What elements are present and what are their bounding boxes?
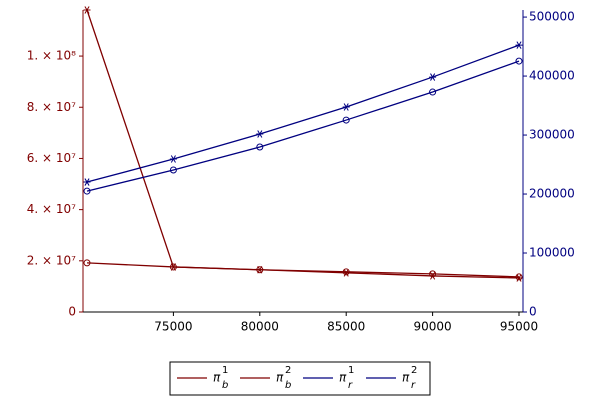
y-tick-label: 0: [68, 305, 76, 319]
point-marker: [515, 57, 523, 65]
point-marker: [429, 88, 437, 96]
point-marker: [83, 178, 91, 186]
legend-label: π: [339, 371, 347, 385]
point-marker: [169, 155, 177, 163]
legend-superscript: 1: [348, 365, 354, 376]
legend-superscript: 1: [222, 365, 228, 376]
point-marker: [83, 6, 91, 14]
point-marker: [256, 130, 264, 138]
series-line: [86, 262, 520, 278]
x-tick-label: 90000: [414, 320, 452, 334]
x-tick-label: 95000: [500, 320, 538, 334]
point-marker: [342, 269, 350, 277]
legend-subscript: b: [222, 380, 228, 391]
series-line: [86, 60, 520, 192]
y-tick-label: 8. × 10⁷: [27, 100, 76, 114]
legend-box: [169, 361, 431, 396]
point-marker: [169, 166, 177, 174]
legend-label: π: [276, 371, 284, 385]
series-line: [86, 44, 520, 183]
legend-superscript: 2: [285, 365, 291, 376]
legend-subscript: r: [348, 380, 353, 391]
point-marker: [429, 73, 437, 81]
legend-superscript: 2: [411, 365, 417, 376]
point-marker: [342, 116, 350, 124]
y2-tick-label: 300000: [529, 128, 575, 142]
x-tick-label: 75000: [154, 320, 192, 334]
legend-label: π: [402, 371, 410, 385]
y-tick-label: 6. × 10⁷: [27, 151, 76, 165]
y-tick-label: 2. × 10⁷: [27, 253, 76, 267]
x-tick-label: 80000: [241, 320, 279, 334]
point-marker: [256, 266, 264, 274]
point-marker: [256, 143, 264, 151]
legend-subscript: b: [285, 380, 291, 391]
y2-tick-label: 0: [529, 305, 537, 319]
y2-tick-label: 200000: [529, 187, 575, 201]
y-tick-label: 4. × 10⁷: [27, 202, 76, 216]
point-marker: [515, 273, 523, 281]
point-marker: [169, 263, 177, 271]
point-marker: [342, 103, 350, 111]
point-marker: [429, 272, 437, 280]
legend-subscript: r: [411, 380, 416, 391]
point-marker: [515, 41, 523, 49]
point-marker: [342, 268, 350, 276]
x-tick-label: 85000: [327, 320, 365, 334]
point-marker: [83, 187, 91, 195]
y-tick-label: 1. × 10⁸: [27, 49, 76, 63]
point-marker: [515, 274, 523, 282]
point-marker: [83, 259, 91, 267]
legend-label: π: [213, 371, 221, 385]
y2-tick-label: 500000: [529, 10, 575, 24]
y2-tick-label: 400000: [529, 69, 575, 83]
series-line: [86, 9, 520, 279]
y2-tick-label: 100000: [529, 246, 575, 260]
